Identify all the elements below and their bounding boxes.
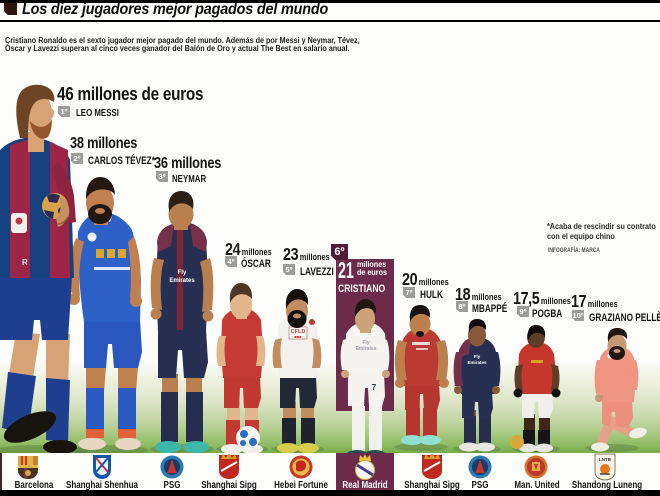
svg-text:■■■: ■■■ <box>294 334 302 339</box>
svg-text:LNTB: LNTB <box>599 457 612 462</box>
svg-text:R: R <box>22 258 28 267</box>
svg-text:Emirates: Emirates <box>355 346 376 352</box>
svg-text:7: 7 <box>372 383 377 392</box>
svg-text:Emirates: Emirates <box>169 278 195 284</box>
svg-text:CFLD: CFLD <box>291 329 306 335</box>
svg-text:Emirates: Emirates <box>467 360 487 365</box>
svg-text:Fly: Fly <box>362 340 369 346</box>
svg-text:Fly: Fly <box>178 270 187 276</box>
svg-text:Fly: Fly <box>474 354 481 359</box>
